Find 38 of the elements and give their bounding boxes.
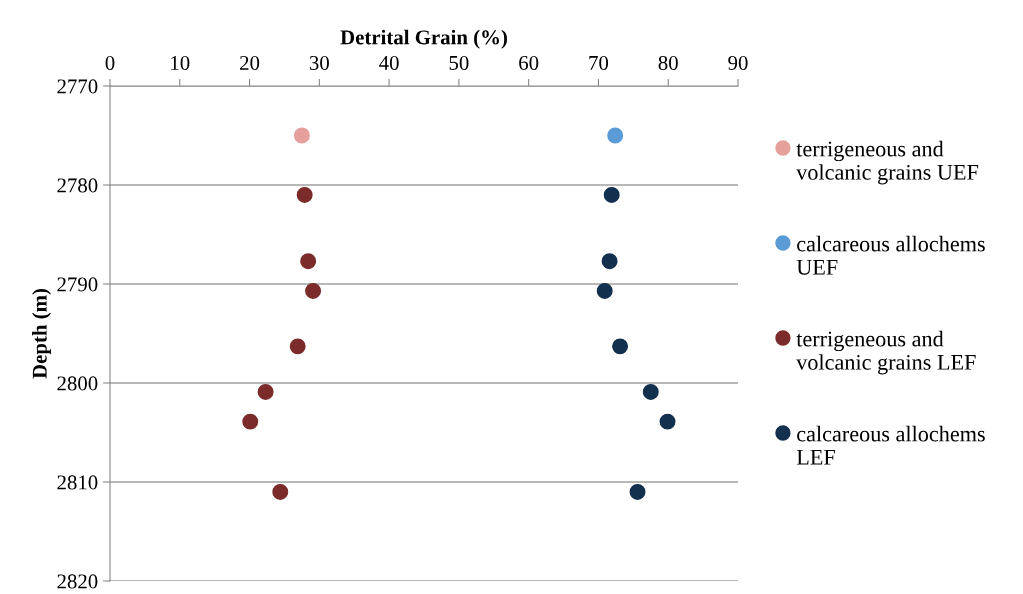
x-tick-label: 40 xyxy=(379,55,399,70)
point xyxy=(603,186,620,203)
y-tick-label: 2780 xyxy=(57,178,98,193)
point xyxy=(293,127,310,144)
legend-label: calcareous allochems UEF xyxy=(796,235,985,275)
point xyxy=(612,338,629,355)
point xyxy=(305,282,322,299)
point xyxy=(242,413,259,430)
point xyxy=(296,186,313,203)
x-tick-label: 50 xyxy=(449,55,469,70)
x-tick-label: 0 xyxy=(105,55,115,70)
point xyxy=(607,127,624,144)
x-tick-label: 30 xyxy=(309,55,329,70)
point xyxy=(289,338,306,355)
x-tick-label: 90 xyxy=(728,55,748,70)
x-tick-label: 10 xyxy=(171,55,190,70)
x-tick-label: 20 xyxy=(240,55,260,70)
point xyxy=(601,253,618,270)
y-axis-title: Depth (m) xyxy=(32,288,51,379)
point xyxy=(272,483,289,500)
y-tick-label: 2790 xyxy=(57,277,98,292)
y-tick-label: 2800 xyxy=(57,376,98,391)
y-tick-label: 2770 xyxy=(57,79,98,94)
x-tick-label: 80 xyxy=(658,55,678,70)
legend-label: terrigeneous and volcanic grains UEF xyxy=(796,140,979,185)
point xyxy=(629,483,646,500)
legend-label: terrigeneous and volcanic grains LEF xyxy=(796,330,976,375)
x-tick-label: 60 xyxy=(519,55,539,70)
point xyxy=(257,383,274,400)
y-tick-label: 2820 xyxy=(57,574,98,589)
x-axis-title: Detrital Grain (%) xyxy=(340,29,507,49)
point xyxy=(659,413,676,430)
x-tick-label: 70 xyxy=(589,55,609,70)
point xyxy=(642,383,659,400)
legend-label: calcareous allochems LEF xyxy=(796,425,985,465)
y-tick-label: 2810 xyxy=(57,475,98,490)
point xyxy=(596,282,613,299)
point xyxy=(300,253,317,270)
